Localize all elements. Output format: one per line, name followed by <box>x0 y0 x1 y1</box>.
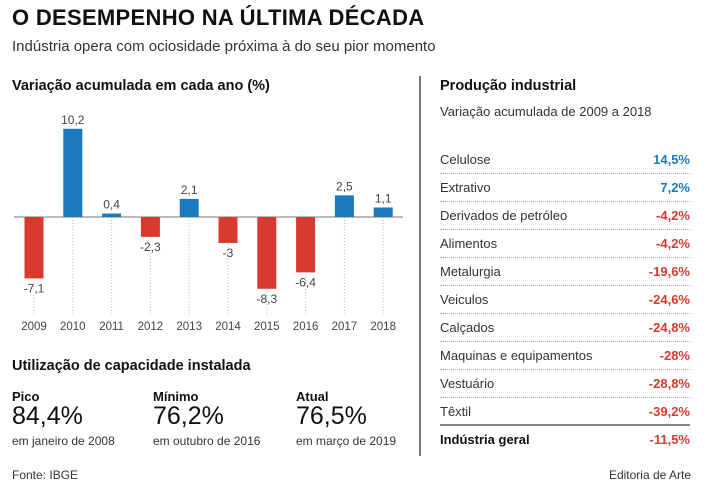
row-label: Vestuário <box>440 376 495 391</box>
table-row: Extrativo 7,2% <box>440 174 690 202</box>
x-tick-label: 2013 <box>176 321 202 333</box>
capacity-note: em março de 2019 <box>296 434 397 448</box>
table-row: Alimentos -4,2% <box>440 230 690 258</box>
x-tick-label: 2016 <box>293 321 319 333</box>
data-label: 1,1 <box>375 191 392 205</box>
bar-2009 <box>24 217 44 279</box>
capacity-value: 76,5% <box>296 402 367 430</box>
data-label: -7,1 <box>24 281 45 295</box>
production-title: Produção industrial <box>440 78 577 94</box>
row-value: -39,2% <box>648 404 690 419</box>
capacity-value: 76,2% <box>153 402 224 430</box>
bar-2013 <box>179 198 199 217</box>
capacity-label: Mínimo <box>153 389 199 404</box>
page-title: O DESEMPENHO NA ÚLTIMA DÉCADA <box>12 5 425 30</box>
bar-2018 <box>373 207 393 217</box>
bar-2012 <box>140 217 160 237</box>
table-row: Derivados de petróleo -4,2% <box>440 202 690 230</box>
row-label: Derivados de petróleo <box>440 208 568 223</box>
row-label: Extrativo <box>440 180 491 195</box>
bar-2010 <box>63 128 83 217</box>
source: Fonte: IBGE <box>12 468 79 482</box>
x-tick-label: 2018 <box>370 321 396 333</box>
divider <box>419 76 421 456</box>
x-tick-label: 2010 <box>60 321 86 333</box>
capacity-value: 84,4% <box>12 402 83 430</box>
row-value: -24,6% <box>648 292 690 307</box>
bar-chart: -7,1 2009 10,2 2010 0,4 2011 -2,3 2012 2,1 2013 -3… <box>14 113 403 333</box>
total-row: Indústria geral -11,5% <box>440 424 690 453</box>
x-tick-label: 2017 <box>332 321 358 333</box>
table-row: Têxtil -39,2% <box>440 398 690 426</box>
table-row: Vestuário -28,8% <box>440 370 690 398</box>
x-tick-label: 2011 <box>99 321 124 333</box>
data-label: -3 <box>223 246 234 260</box>
data-label: 2,1 <box>181 183 198 197</box>
x-tick-label: 2009 <box>21 321 47 333</box>
capacity-label: Atual <box>296 389 329 404</box>
data-label: -2,3 <box>140 240 161 254</box>
credit: Editoria de Arte <box>608 468 691 482</box>
row-label: Calçados <box>440 320 495 335</box>
bar-2016 <box>296 217 316 273</box>
table-row: Veiculos -24,6% <box>440 286 690 314</box>
row-label: Indústria geral <box>440 432 530 447</box>
table-row: Calçados -24,8% <box>440 314 690 342</box>
row-value: -4,2% <box>656 208 690 223</box>
data-label: -8,3 <box>256 292 277 306</box>
row-label: Alimentos <box>440 236 498 251</box>
data-label: 2,5 <box>336 179 353 193</box>
data-label: 10,2 <box>61 113 85 127</box>
capacity-label: Pico <box>12 389 40 404</box>
row-label: Veiculos <box>440 292 489 307</box>
bar-2017 <box>334 195 354 217</box>
row-value: 7,2% <box>660 180 690 195</box>
chart-title: Variação acumulada em cada ano (%) <box>12 78 270 94</box>
data-label: 0,4 <box>103 198 120 212</box>
row-value: -4,2% <box>656 236 690 251</box>
data-label: -6,4 <box>295 275 316 289</box>
bar-2011 <box>102 213 122 217</box>
capacity-note: em outubro de 2016 <box>153 434 261 448</box>
row-label: Têxtil <box>440 404 472 419</box>
x-tick-label: 2012 <box>138 321 164 333</box>
row-value: -24,8% <box>648 320 690 335</box>
table-row: Maquinas e equipamentos -28% <box>440 342 690 370</box>
table-row: Celulose 14,5% <box>440 146 690 174</box>
row-label: Maquinas e equipamentos <box>440 348 593 363</box>
row-value: -28,8% <box>648 376 690 391</box>
row-label: Celulose <box>440 152 491 167</box>
page-subtitle: Indústria opera com ociosidade próxima à… <box>12 38 436 55</box>
row-label: Metalurgia <box>440 264 501 279</box>
table-row: Metalurgia -19,6% <box>440 258 690 286</box>
row-value: -19,6% <box>648 264 690 279</box>
bar-2014 <box>218 217 238 243</box>
capacity-note: em janeiro de 2008 <box>12 434 115 448</box>
bar-2015 <box>257 217 277 289</box>
x-tick-label: 2015 <box>254 321 280 333</box>
x-tick-label: 2014 <box>215 321 241 333</box>
row-value: -11,5% <box>649 432 690 447</box>
production-subtitle: Variação acumulada de 2009 a 2018 <box>440 104 652 119</box>
row-value: -28% <box>659 348 690 363</box>
row-value: 14,5% <box>653 152 690 167</box>
capacity-title: Utilização de capacidade instalada <box>12 358 251 374</box>
